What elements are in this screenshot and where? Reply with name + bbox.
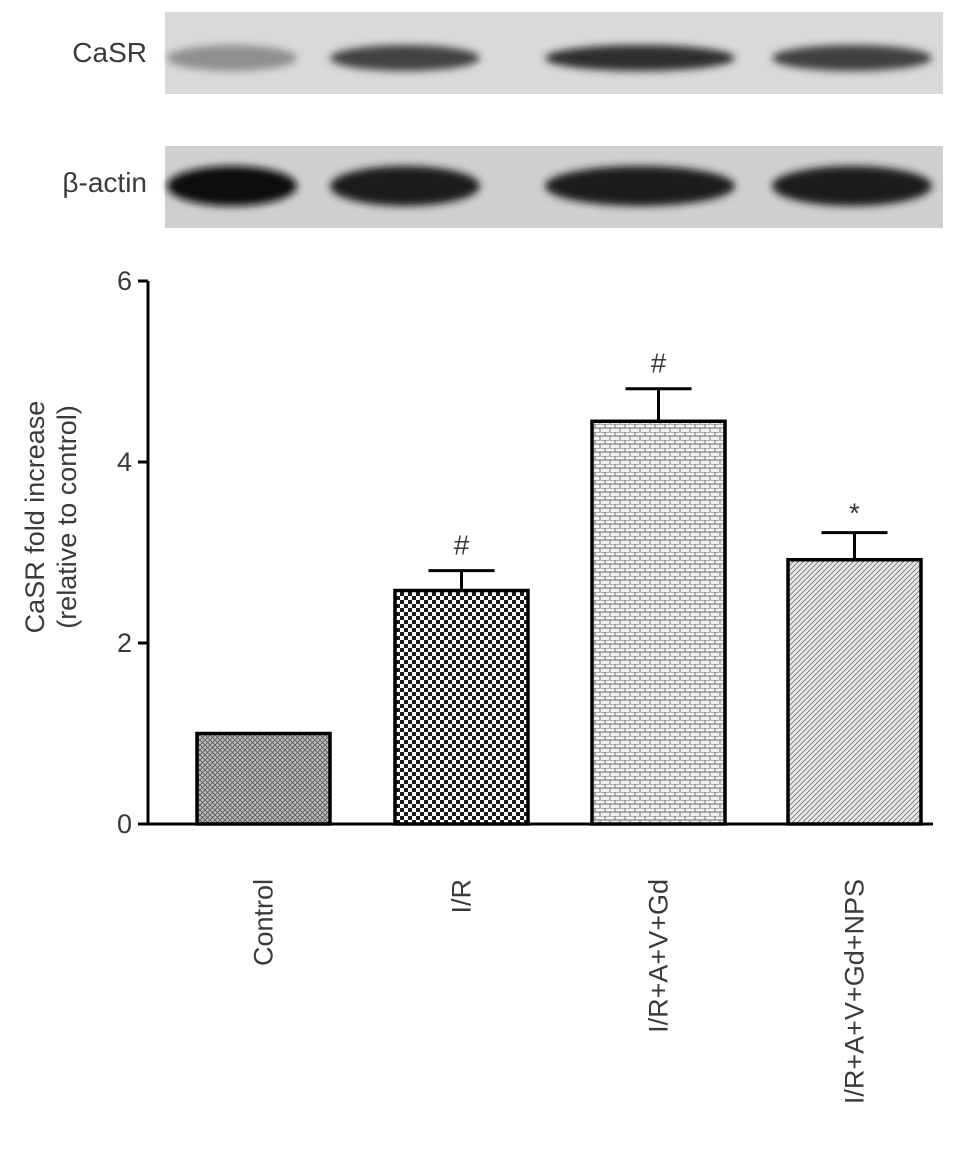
bar [195, 731, 332, 826]
x-axis: Control I/R I/R+A+V+Gd I/R+A+V+Gd+NPS [148, 822, 933, 1104]
blot-label-casr: CaSR [72, 37, 147, 68]
bars: # # * [195, 348, 923, 826]
blot-bands-casr [167, 45, 932, 71]
blot-band [545, 45, 735, 71]
bar [590, 419, 727, 826]
western-blot: CaSR β-actin [62, 12, 943, 228]
y-tick-label: 2 [117, 628, 132, 658]
bar [393, 588, 530, 826]
y-tick-label: 0 [117, 809, 132, 839]
y-axis-label: CaSR fold increase (relative to control) [20, 401, 82, 634]
blot-row-beta-actin: β-actin [62, 146, 943, 228]
blot-band [330, 45, 480, 71]
blot-band [167, 45, 297, 71]
x-tick-label: Control [249, 879, 279, 966]
significance-marker: # [454, 530, 470, 561]
significance-marker: # [651, 348, 667, 379]
y-tick-label: 4 [117, 447, 132, 477]
blot-band [772, 166, 932, 206]
x-tick-label: I/R+A+V+Gd [644, 879, 674, 1033]
y-axis: 0 2 4 6 [117, 266, 150, 839]
bar [786, 557, 923, 826]
blot-band [545, 166, 735, 206]
y-tick-label: 6 [117, 266, 132, 296]
significance-marker: * [849, 498, 860, 529]
blot-band [330, 166, 480, 206]
blot-band [167, 166, 297, 206]
blot-label-beta-actin: β-actin [62, 167, 147, 198]
blot-row-casr: CaSR [72, 12, 943, 94]
y-axis-label-line-1: CaSR fold increase [20, 401, 50, 634]
blot-bands-beta-actin [167, 166, 932, 206]
bar-chart: CaSR fold increase (relative to control)… [20, 266, 933, 1104]
x-tick-label: I/R+A+V+Gd+NPS [840, 879, 870, 1104]
y-axis-label-line-2: (relative to control) [52, 405, 82, 629]
blot-band [772, 45, 932, 71]
x-tick-label: I/R [447, 879, 477, 914]
